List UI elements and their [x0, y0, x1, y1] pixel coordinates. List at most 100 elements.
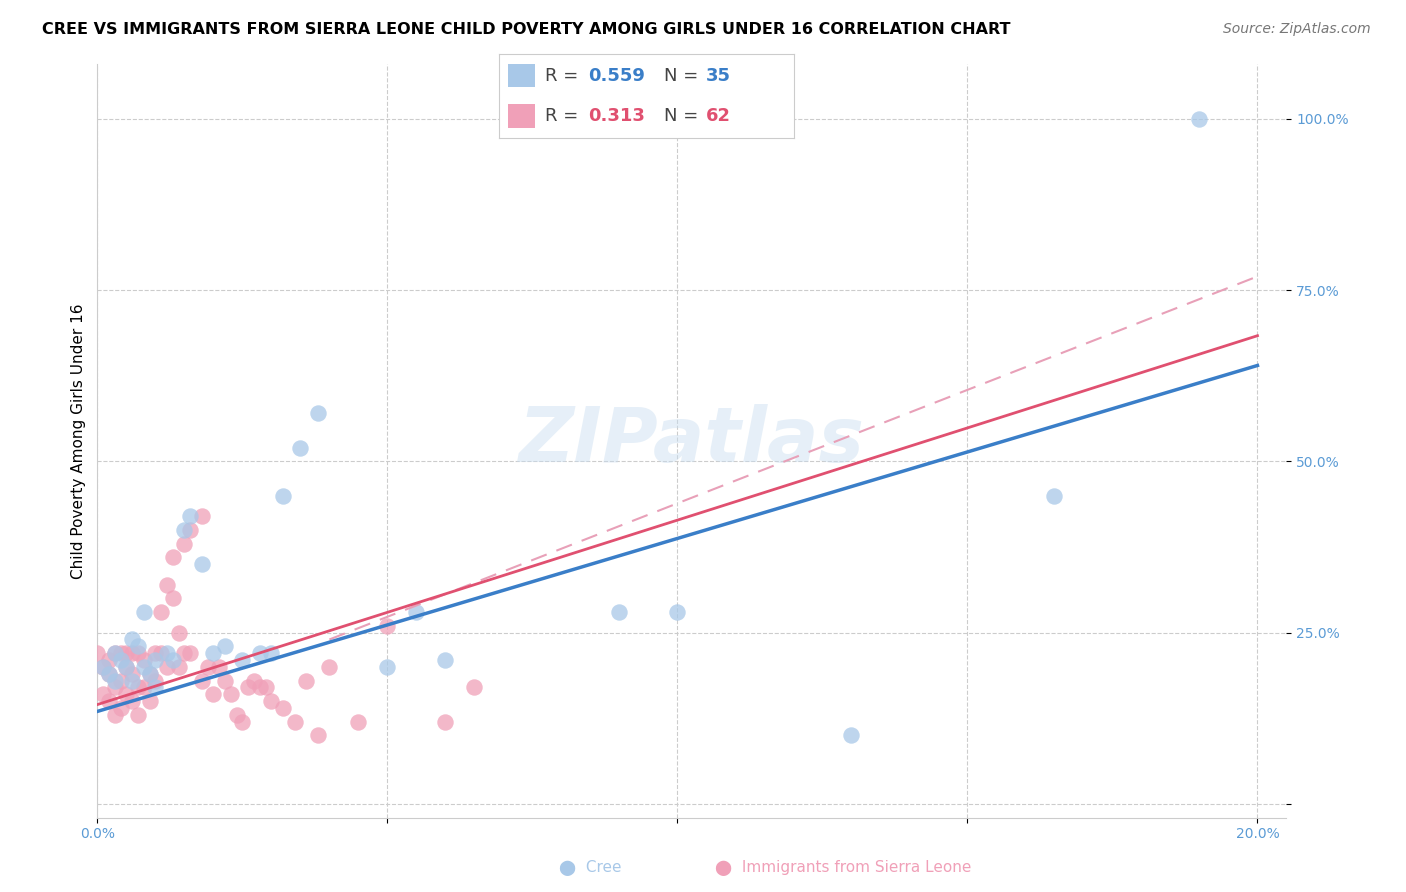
Point: [260, 646, 283, 660]
Point: [173, 646, 195, 660]
Text: ⬤  Cree: ⬤ Cree: [560, 860, 621, 876]
Point: [132, 653, 155, 667]
Point: [91, 687, 114, 701]
Point: [197, 660, 219, 674]
Point: [104, 681, 127, 695]
Point: [208, 660, 231, 674]
Point: [434, 714, 457, 729]
Point: [132, 660, 155, 674]
Point: [104, 646, 127, 660]
Text: R =: R =: [546, 67, 578, 85]
Point: [434, 653, 457, 667]
Point: [295, 673, 318, 688]
Point: [97, 666, 120, 681]
Point: [127, 707, 149, 722]
Point: [179, 646, 201, 660]
Point: [138, 666, 160, 681]
Point: [191, 509, 214, 524]
Point: [318, 660, 340, 674]
Y-axis label: Child Poverty Among Girls Under 16: Child Poverty Among Girls Under 16: [72, 303, 86, 579]
Point: [150, 605, 173, 619]
Point: [110, 673, 132, 688]
Point: [202, 687, 225, 701]
Point: [121, 646, 143, 660]
Point: [249, 646, 271, 660]
Point: [121, 673, 143, 688]
Text: ZIPatlas: ZIPatlas: [519, 404, 865, 478]
Point: [132, 681, 155, 695]
Point: [841, 728, 863, 742]
Point: [167, 660, 190, 674]
Point: [115, 660, 138, 674]
Text: 62: 62: [706, 107, 731, 125]
Point: [138, 694, 160, 708]
Point: [214, 673, 236, 688]
Point: [214, 640, 236, 654]
Point: [254, 681, 277, 695]
Point: [173, 523, 195, 537]
Point: [115, 660, 138, 674]
Point: [377, 660, 399, 674]
Point: [271, 489, 294, 503]
Point: [97, 653, 120, 667]
Point: [91, 660, 114, 674]
Text: ⬤  Immigrants from Sierra Leone: ⬤ Immigrants from Sierra Leone: [716, 860, 972, 876]
Point: [104, 673, 127, 688]
Text: N =: N =: [665, 67, 699, 85]
Point: [284, 714, 307, 729]
Point: [347, 714, 370, 729]
Text: 35: 35: [706, 67, 731, 85]
Point: [202, 646, 225, 660]
Point: [405, 605, 427, 619]
Point: [143, 653, 166, 667]
Point: [1043, 489, 1066, 503]
Text: 0.313: 0.313: [588, 107, 644, 125]
Point: [231, 714, 253, 729]
Point: [191, 557, 214, 571]
Point: [162, 653, 184, 667]
Text: R =: R =: [546, 107, 578, 125]
Point: [143, 681, 166, 695]
Point: [121, 694, 143, 708]
Point: [231, 653, 253, 667]
Bar: [508, 63, 534, 87]
Point: [97, 694, 120, 708]
Point: [97, 666, 120, 681]
Point: [127, 646, 149, 660]
Point: [150, 646, 173, 660]
Point: [1188, 112, 1211, 126]
Point: [609, 605, 631, 619]
Point: [666, 605, 689, 619]
Point: [173, 536, 195, 550]
Point: [156, 660, 179, 674]
Point: [91, 660, 114, 674]
Point: [290, 441, 312, 455]
Point: [243, 673, 266, 688]
Point: [179, 509, 201, 524]
Text: 0.559: 0.559: [588, 67, 644, 85]
Text: Source: ZipAtlas.com: Source: ZipAtlas.com: [1223, 22, 1371, 37]
Point: [167, 625, 190, 640]
Point: [307, 728, 329, 742]
Point: [249, 681, 271, 695]
Text: N =: N =: [665, 107, 699, 125]
Point: [121, 632, 143, 647]
Point: [271, 701, 294, 715]
Point: [156, 577, 179, 591]
Point: [143, 673, 166, 688]
Point: [179, 523, 201, 537]
Text: CREE VS IMMIGRANTS FROM SIERRA LEONE CHILD POVERTY AMONG GIRLS UNDER 16 CORRELAT: CREE VS IMMIGRANTS FROM SIERRA LEONE CHI…: [42, 22, 1011, 37]
Point: [307, 406, 329, 420]
Point: [138, 666, 160, 681]
Point: [132, 605, 155, 619]
Point: [143, 646, 166, 660]
Point: [115, 646, 138, 660]
Point: [110, 646, 132, 660]
Point: [191, 673, 214, 688]
Bar: [508, 104, 534, 128]
Point: [219, 687, 242, 701]
Point: [104, 707, 127, 722]
Point: [115, 687, 138, 701]
Point: [110, 653, 132, 667]
Point: [225, 707, 247, 722]
